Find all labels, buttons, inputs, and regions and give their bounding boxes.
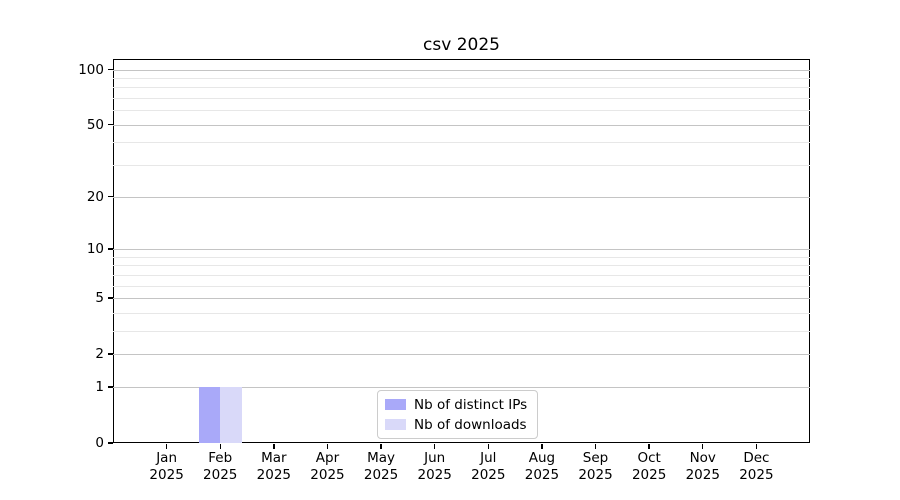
x-tick-month: Jun: [424, 450, 446, 466]
y-tick-label: 50: [86, 116, 104, 133]
x-axis-tick: [541, 444, 543, 449]
gridline-minor: [113, 274, 810, 276]
x-tick-label: Aug 2025: [502, 450, 582, 483]
x-tick-month: Oct: [637, 450, 661, 466]
x-axis-tick: [433, 444, 436, 449]
x-tick-label: Nov 2025: [663, 450, 743, 483]
gridline-minor: [113, 285, 810, 287]
gridline-minor: [113, 87, 810, 89]
gridline-major: [113, 124, 810, 126]
gridline-minor: [113, 312, 810, 314]
y-axis-tick: [108, 124, 113, 126]
y-axis-tick: [108, 297, 113, 299]
legend-label: Nb of distinct IPs: [414, 396, 528, 413]
legend-swatch-icon: [385, 419, 406, 430]
x-tick-year: 2025: [363, 466, 399, 483]
y-tick-label: 5: [95, 289, 104, 306]
gridline-minor: [113, 256, 810, 258]
x-tick-label: Dec 2025: [716, 450, 796, 483]
bar-nb-of-distinct-ips: [198, 386, 221, 443]
gridline-major: [113, 196, 810, 198]
y-axis-tick: [108, 386, 113, 388]
gridline-minor: [113, 330, 810, 332]
x-tick-label: Mar 2025: [234, 450, 314, 483]
gridline-major: [113, 354, 810, 356]
x-tick-month: Mar: [261, 450, 287, 466]
x-axis-tick: [487, 444, 489, 449]
gridline-major: [113, 386, 810, 388]
y-tick-label: 2: [95, 346, 104, 363]
gridline-minor: [113, 165, 810, 167]
x-tick-month: Feb: [208, 450, 233, 466]
x-axis-tick: [326, 444, 329, 449]
y-tick-label: 100: [78, 61, 104, 78]
y-tick-label: 1: [95, 378, 104, 395]
legend: Nb of distinct IPs Nb of downloads: [377, 390, 539, 439]
x-tick-label: Jan 2025: [127, 450, 207, 483]
y-tick-label: 20: [86, 188, 104, 205]
x-tick-label: Jul 2025: [448, 450, 528, 483]
x-tick-label: Sep 2025: [556, 450, 636, 483]
legend-row: Nb of downloads: [385, 416, 527, 433]
gridline-major: [113, 248, 810, 250]
x-axis-tick: [594, 444, 597, 449]
x-tick-label: Jun 2025: [395, 450, 475, 483]
x-tick-month: Nov: [689, 450, 716, 466]
x-tick-year: 2025: [578, 466, 613, 483]
x-axis-tick: [648, 444, 650, 449]
y-axis-tick: [108, 68, 113, 71]
x-axis-tick: [273, 444, 275, 449]
x-tick-year: 2025: [310, 466, 345, 483]
x-tick-year: 2025: [256, 466, 292, 483]
x-tick-month: Dec: [743, 450, 770, 466]
x-tick-year: 2025: [149, 466, 184, 483]
y-axis-tick: [108, 248, 113, 250]
x-tick-month: Jul: [480, 450, 497, 466]
x-tick-year: 2025: [685, 466, 720, 483]
x-tick-year: 2025: [739, 466, 774, 483]
x-tick-label: Oct 2025: [609, 450, 689, 483]
x-tick-label: May 2025: [341, 450, 421, 483]
x-tick-label: Feb 2025: [180, 450, 260, 483]
y-tick-label: 10: [86, 240, 104, 257]
x-tick-month: May: [367, 450, 396, 466]
legend-swatch-icon: [385, 399, 406, 410]
gridline-minor: [113, 142, 810, 144]
y-axis-tick: [108, 195, 113, 198]
x-tick-month: Aug: [528, 450, 556, 466]
x-axis-tick: [380, 444, 382, 449]
x-axis-tick: [165, 444, 168, 449]
gridline-minor: [113, 98, 810, 100]
gridline-major: [113, 69, 810, 71]
x-axis-tick: [755, 444, 758, 449]
x-tick-year: 2025: [471, 466, 506, 483]
legend-row: Nb of distinct IPs: [385, 396, 527, 413]
gridline-minor: [113, 110, 810, 112]
x-tick-month: Sep: [582, 450, 609, 466]
x-tick-label: Apr 2025: [287, 450, 367, 483]
chart-title: csv 2025: [423, 35, 500, 55]
x-axis-tick: [702, 444, 704, 449]
plot-area: [113, 59, 810, 443]
gridline-major: [113, 297, 810, 299]
bar-nb-of-downloads: [220, 386, 242, 443]
y-tick-label: 0: [95, 435, 104, 451]
gridline-minor: [113, 77, 810, 79]
x-tick-month: Apr: [315, 450, 340, 466]
x-axis-tick: [219, 444, 221, 449]
x-tick-month: Jan: [156, 450, 178, 466]
gridline-minor: [113, 265, 810, 267]
x-tick-year: 2025: [524, 466, 560, 483]
legend-label: Nb of downloads: [414, 416, 527, 433]
y-axis-tick: [108, 442, 113, 444]
x-tick-year: 2025: [203, 466, 238, 483]
y-axis-tick: [108, 353, 113, 355]
x-tick-year: 2025: [417, 466, 452, 483]
x-tick-year: 2025: [631, 466, 667, 483]
